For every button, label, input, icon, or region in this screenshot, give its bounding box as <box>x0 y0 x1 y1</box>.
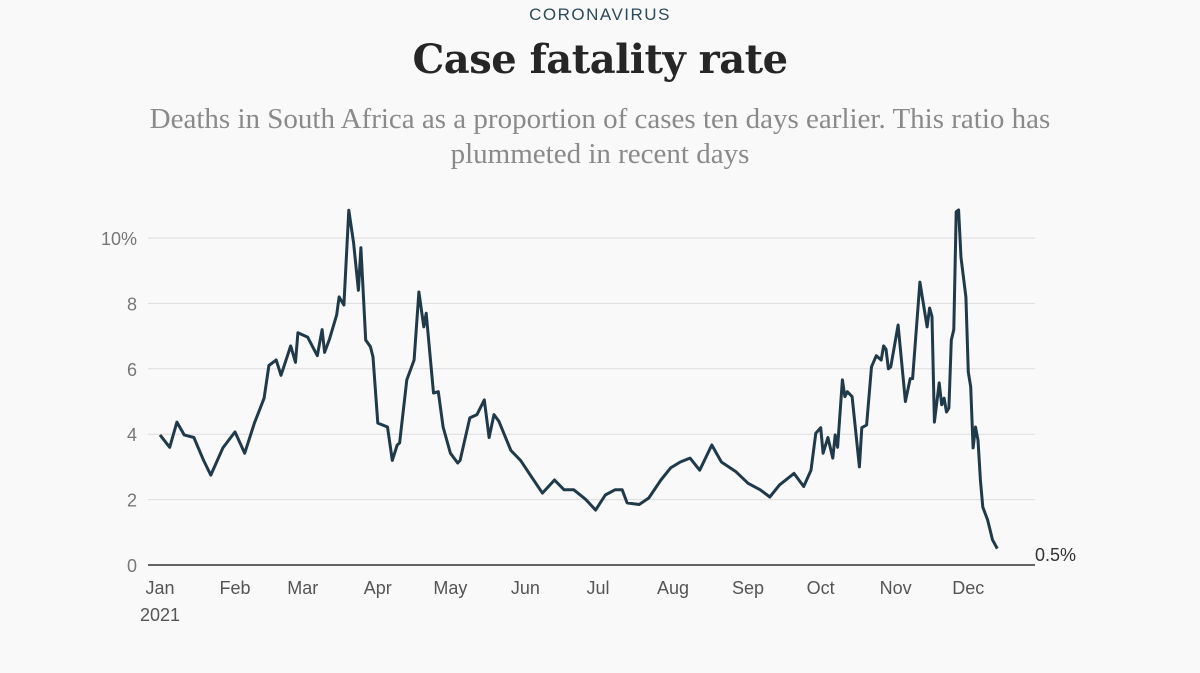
x-axis-ticks: Jan 2021 Feb Mar Apr May Jun Jul Aug Sep Oct Nov Dec <box>140 578 984 625</box>
x-tick-label: May <box>433 578 467 598</box>
y-tick-label: 6 <box>127 360 137 380</box>
x-tick-sublabel: 2021 <box>140 605 180 625</box>
y-axis-ticks: 0 2 4 6 8 10% <box>101 229 137 576</box>
x-tick-label: Feb <box>220 578 251 598</box>
x-tick-label: Apr <box>364 578 392 598</box>
x-tick-label: Jan <box>145 578 174 598</box>
y-tick-label: 4 <box>127 425 137 445</box>
x-tick-label: Nov <box>880 578 912 598</box>
x-tick-label: Mar <box>287 578 318 598</box>
x-tick-label: Dec <box>952 578 984 598</box>
end-value-label: 0.5% <box>1035 545 1076 565</box>
kicker-label: CORONAVIRUS <box>529 5 671 24</box>
x-tick-label: Oct <box>807 578 835 598</box>
chart-title: Case fatality rate <box>412 36 788 83</box>
series-line-case-fatality-rate <box>158 208 999 550</box>
y-tick-label: 2 <box>127 491 137 511</box>
y-tick-label: 8 <box>127 294 137 314</box>
x-tick-label: Aug <box>657 578 689 598</box>
x-tick-label: Sep <box>732 578 764 598</box>
x-tick-label: Jul <box>587 578 610 598</box>
y-tick-label: 10% <box>101 229 137 249</box>
chart-subtitle: Deaths in South Africa as a proportion o… <box>149 103 1051 170</box>
x-tick-label: Jun <box>511 578 540 598</box>
y-tick-label: 0 <box>127 556 137 576</box>
